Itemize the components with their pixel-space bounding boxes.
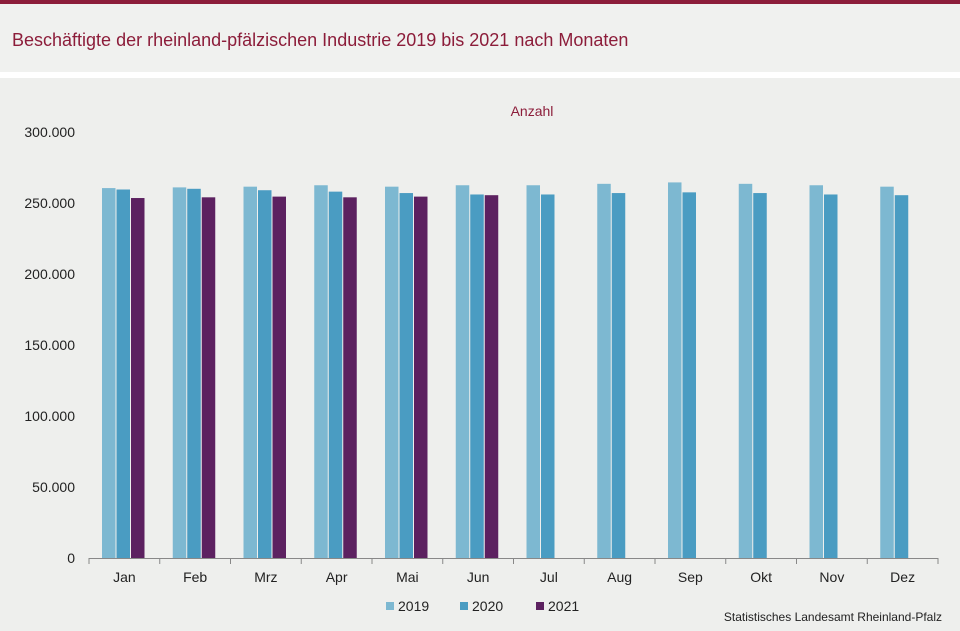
bar-2020-Mai bbox=[399, 193, 413, 558]
y-tick-label: 250.000 bbox=[24, 195, 75, 211]
bar-2019-Jul bbox=[526, 185, 540, 558]
y-tick-label: 200.000 bbox=[24, 266, 75, 282]
y-tick-label: 300.000 bbox=[24, 124, 75, 140]
bar-2019-Jun bbox=[455, 185, 470, 558]
bar-2021-Feb bbox=[201, 197, 216, 558]
bar-2020-Feb bbox=[187, 188, 201, 559]
source-note: Statistisches Landesamt Rheinland-Pfalz bbox=[723, 610, 942, 624]
top-accent-bar bbox=[0, 0, 960, 4]
legend-swatch-2021 bbox=[536, 602, 544, 610]
x-tick-label: Feb bbox=[183, 569, 207, 585]
legend-swatch-2019 bbox=[386, 602, 394, 610]
bar-2019-Jan bbox=[102, 188, 116, 558]
y-tick-label: 0 bbox=[67, 550, 75, 566]
y-axis-label: Anzahl bbox=[511, 103, 554, 119]
bar-2019-Aug bbox=[597, 183, 611, 558]
bar-2019-Feb bbox=[172, 187, 187, 558]
legend-label-2020: 2020 bbox=[472, 598, 503, 614]
x-tick-label: Jul bbox=[540, 569, 558, 585]
bar-2020-Aug bbox=[611, 193, 626, 558]
x-tick-label: Jan bbox=[113, 569, 136, 585]
bar-2020-Dez bbox=[894, 195, 909, 558]
bar-2021-Jan bbox=[131, 198, 145, 558]
bar-2019-Okt bbox=[738, 183, 753, 558]
y-tick-label: 150.000 bbox=[24, 337, 75, 353]
bar-2020-Jul bbox=[541, 194, 555, 559]
bar-2021-Mrz bbox=[272, 196, 286, 559]
x-tick-label: Dez bbox=[890, 569, 915, 585]
x-tick-label: Mrz bbox=[254, 569, 277, 585]
x-tick-label: Okt bbox=[750, 569, 772, 585]
bar-2020-Mrz bbox=[258, 190, 272, 558]
x-tick-label: Apr bbox=[326, 569, 348, 585]
bar-2019-Apr bbox=[314, 185, 328, 558]
bar-2019-Nov bbox=[809, 185, 823, 558]
bar-2020-Apr bbox=[328, 191, 343, 558]
bar-2020-Nov bbox=[824, 194, 838, 559]
bar-2019-Dez bbox=[880, 186, 894, 559]
x-tick-label: Jun bbox=[467, 569, 490, 585]
legend-label-2021: 2021 bbox=[548, 598, 579, 614]
bar-2019-Sep bbox=[668, 182, 682, 558]
x-tick-label: Nov bbox=[819, 569, 844, 585]
x-tick-label: Mai bbox=[396, 569, 419, 585]
page-title: Beschäftigte der rheinland-pfälzischen I… bbox=[12, 30, 629, 50]
y-tick-label: 50.000 bbox=[32, 479, 75, 495]
bar-2021-Apr bbox=[343, 197, 357, 558]
bar-2019-Mrz bbox=[243, 186, 257, 559]
bar-2020-Jun bbox=[470, 194, 484, 559]
x-tick-label: Aug bbox=[607, 569, 632, 585]
legend-label-2019: 2019 bbox=[398, 598, 429, 614]
bar-2021-Jun bbox=[484, 195, 499, 558]
bar-2020-Okt bbox=[753, 193, 767, 558]
bar-2019-Mai bbox=[385, 186, 399, 559]
x-tick-label: Sep bbox=[678, 569, 703, 585]
bar-2020-Jan bbox=[116, 189, 130, 558]
legend-swatch-2020 bbox=[460, 602, 468, 610]
bar-2020-Sep bbox=[682, 192, 696, 558]
header: Beschäftigte der rheinland-pfälzischen I… bbox=[0, 4, 960, 72]
bar-2021-Mai bbox=[414, 196, 428, 559]
y-tick-label: 100.000 bbox=[24, 408, 75, 424]
